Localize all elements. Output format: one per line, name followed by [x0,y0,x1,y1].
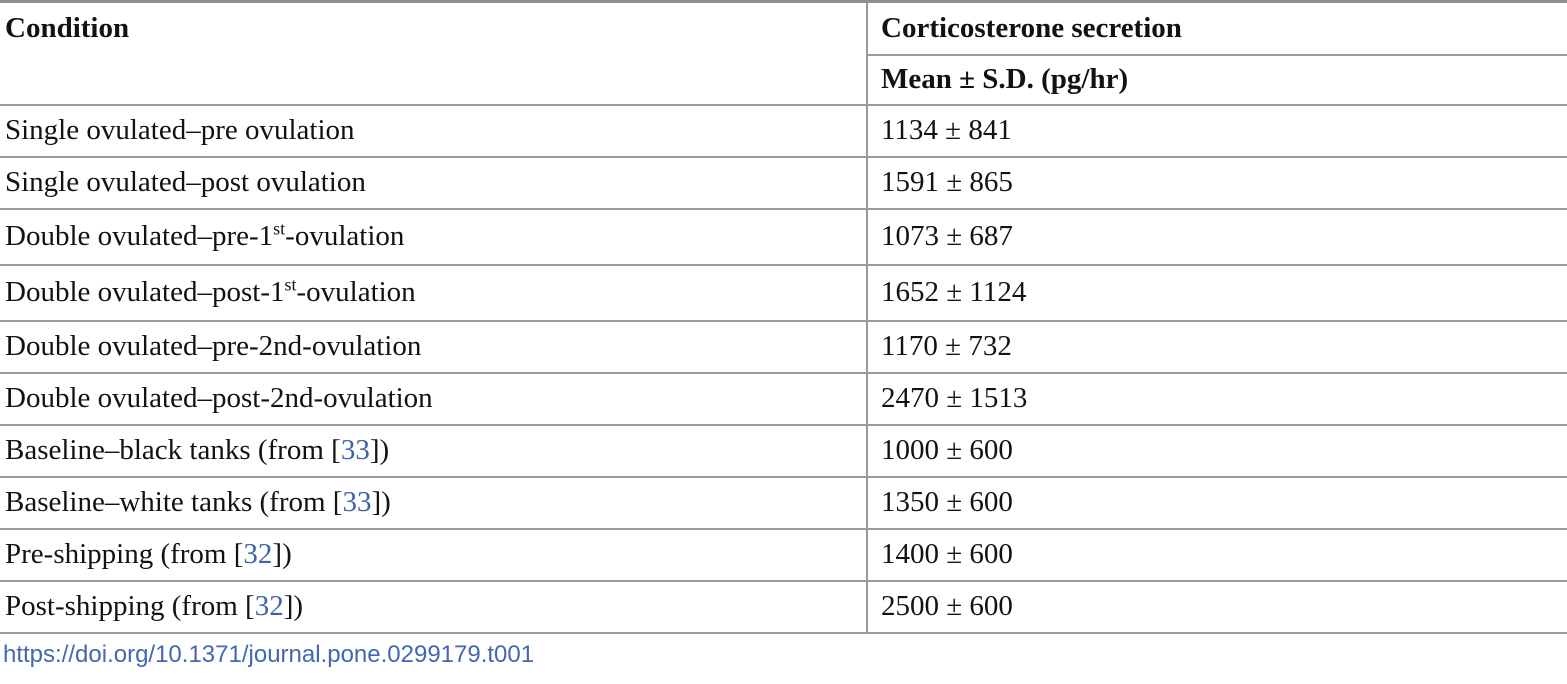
value-cell: 1652 ± 1124 [866,264,1567,321]
condition-text: Pre-shipping (from [ [5,538,244,570]
table-doi-footer: https://doi.org/10.1371/journal.pone.029… [3,641,534,669]
reference-link[interactable]: 32 [243,538,273,570]
table-body: Single ovulated–pre ovulation 1134 ± 841 S… [0,104,1567,633]
condition-text-suffix: -ovulation [285,220,405,252]
value-cell: 1350 ± 600 [866,476,1567,529]
table-row: Pre-shipping (from [32]) 1400 ± 600 [0,528,1567,581]
table-row: Baseline–black tanks (from [33]) 1000 ± 6… [0,424,1567,477]
condition-cell: Pre-shipping (from [32]) [0,529,867,581]
condition-cell: Double ovulated–pre-2nd-ovulation [0,321,867,373]
condition-text-suffix: -ovulation [296,276,416,308]
reference-link[interactable]: 32 [254,590,284,622]
table-row: Single ovulated–pre ovulation 1134 ± 841 [0,104,1567,157]
table-row: Double ovulated–pre-1st-ovulation 1073 ± … [0,208,1567,265]
table-row: Double ovulated–pre-2nd-ovulation 1170 ± … [0,320,1567,373]
condition-column-header: Condition [5,12,130,44]
condition-text-suffix: ]) [283,590,304,622]
reference-link[interactable]: 33 [340,434,370,466]
condition-text-suffix: ]) [369,434,390,466]
condition-cell: Post-shipping (from [32]) [0,581,867,633]
condition-text: Baseline–black tanks (from [ [5,434,341,466]
corticosterone-secretion-column-header: Corticosterone secretion [866,1,1567,55]
condition-text: Double ovulated–post-2nd-ovulation [5,382,433,414]
condition-cell: Double ovulated–post-1st-ovulation [0,265,867,321]
condition-cell: Single ovulated–post ovulation [0,157,867,209]
reference-link[interactable]: 33 [342,486,372,518]
ordinal-superscript: st [284,274,297,295]
value-cell: 2470 ± 1513 [866,372,1567,425]
doi-link[interactable]: https://doi.org/10.1371/journal.pone.029… [3,641,535,668]
table-row: Double ovulated–post-1st-ovulation 1652 ±… [0,264,1567,321]
condition-text: Double ovulated–pre-2nd-ovulation [5,330,422,362]
value-cell: 2500 ± 600 [866,580,1567,633]
value-cell: 1134 ± 841 [866,104,1567,157]
condition-cell: Baseline–white tanks (from [33]) [0,477,867,529]
condition-cell: Baseline–black tanks (from [33]) [0,425,867,477]
condition-text-suffix: ]) [371,486,391,518]
condition-cell: Double ovulated–post-2nd-ovulation [0,373,867,425]
value-cell: 1170 ± 732 [866,320,1567,373]
table-row: Baseline–white tanks (from [33]) 1350 ± 6… [0,476,1567,529]
table-row: Single ovulated–post ovulation 1591 ± 865 [0,156,1567,209]
condition-text: Double ovulated–post-1 [5,276,285,308]
condition-text-suffix: ]) [272,538,292,570]
condition-text: Single ovulated–post ovulation [5,166,366,198]
mean-sd-units-subheader: Mean ± S.D. (pg/hr) [866,54,1567,105]
condition-text: Double ovulated–pre-1 [5,220,274,252]
condition-text: Baseline–white tanks (from [ [5,486,343,518]
corticosterone-table: Condition Corticosterone secretion Mean … [0,0,1567,634]
value-cell: 1400 ± 600 [866,528,1567,581]
header-row-main: Condition Corticosterone secretion [0,1,1567,55]
condition-cell: Single ovulated–pre ovulation [0,105,867,157]
value-cell: 1591 ± 865 [866,156,1567,209]
ordinal-superscript: st [273,218,286,239]
value-cell: 1000 ± 600 [866,424,1567,477]
table-row: Double ovulated–post-2nd-ovulation 2470 ±… [0,372,1567,425]
condition-text: Post-shipping (from [ [5,590,255,622]
condition-text: Single ovulated–pre ovulation [5,114,355,146]
condition-cell: Double ovulated–pre-1st-ovulation [0,209,867,265]
table-row: Post-shipping (from [32]) 2500 ± 600 [0,580,1567,633]
value-cell: 1073 ± 687 [866,208,1567,265]
header-row-units: Mean ± S.D. (pg/hr) [0,54,1567,105]
